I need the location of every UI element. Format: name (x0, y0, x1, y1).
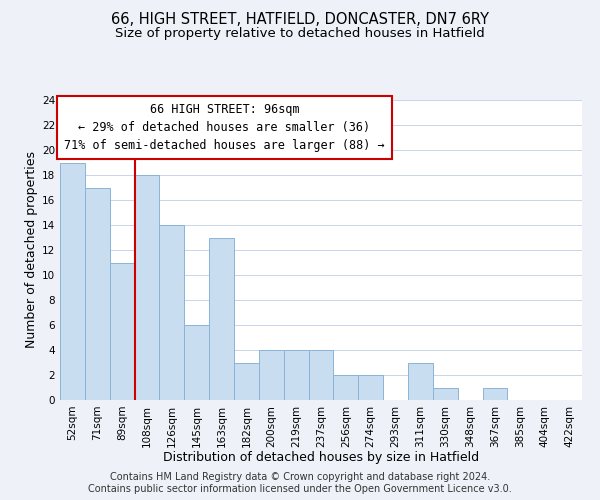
Bar (334, 375, 358, 400)
Text: 66 HIGH STREET: 96sqm
← 29% of detached houses are smaller (36)
71% of semi-deta: 66 HIGH STREET: 96sqm ← 29% of detached … (64, 103, 385, 152)
Bar (284, 350, 308, 400)
Text: Size of property relative to detached houses in Hatfield: Size of property relative to detached ho… (115, 28, 485, 40)
Bar (60, 162, 85, 400)
Bar (482, 388, 508, 400)
Bar (134, 175, 160, 400)
Bar (160, 225, 184, 400)
Bar (259, 350, 284, 400)
Bar (209, 238, 234, 400)
Bar (308, 350, 334, 400)
Bar (110, 262, 134, 400)
Bar (433, 388, 458, 400)
Bar (408, 362, 433, 400)
Text: 66, HIGH STREET, HATFIELD, DONCASTER, DN7 6RY: 66, HIGH STREET, HATFIELD, DONCASTER, DN… (111, 12, 489, 28)
Bar (85, 188, 110, 400)
Bar (358, 375, 383, 400)
Text: Contains HM Land Registry data © Crown copyright and database right 2024.: Contains HM Land Registry data © Crown c… (110, 472, 490, 482)
Bar (234, 362, 259, 400)
Bar (184, 325, 209, 400)
Y-axis label: Number of detached properties: Number of detached properties (25, 152, 38, 348)
X-axis label: Distribution of detached houses by size in Hatfield: Distribution of detached houses by size … (163, 451, 479, 464)
Text: Contains public sector information licensed under the Open Government Licence v3: Contains public sector information licen… (88, 484, 512, 494)
